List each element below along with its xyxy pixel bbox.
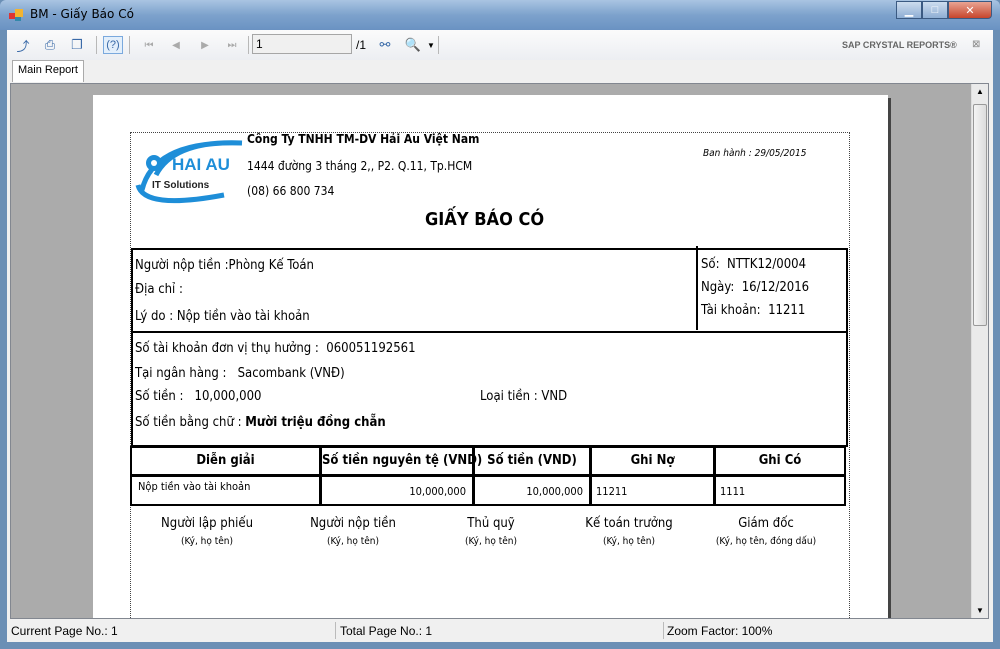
svg-text:IT Solutions: IT Solutions [152,180,210,191]
payer: Người nộp tiền :Phòng Kế Toán [135,258,314,273]
prev-page-icon[interactable]: ◀ [172,39,180,51]
app-icon [9,9,23,21]
total-page-status: Total Page No.: 1 [340,624,433,638]
document-title: GIẤY BÁO CÓ [425,209,545,230]
table-cell: Nộp tiền vào tài khoản [130,475,321,506]
maximize-button[interactable]: □ [922,1,948,19]
signature-note: (Ký, họ tên) [180,536,234,547]
beneficiary-account: Số tài khoản đơn vị thụ hưởng : 06005119… [135,341,416,356]
find-icon[interactable]: ⚯ [379,37,391,52]
page-total: /1 [356,38,367,52]
first-page-icon[interactable]: ⏮ [144,39,154,51]
signature-role: Thủ quỹ [467,516,515,531]
brand-label: SAP CRYSTAL REPORTS® [842,40,957,50]
company-name: Công Ty TNHH TM-DV Hải Au Việt Nam [247,132,480,146]
signature-note: (Ký, họ tên, đóng dấu) [715,536,817,547]
table-cell: 1111 [714,475,846,506]
title-bar: BM - Giấy Báo Có ▁ □ ✕ [0,0,1000,30]
signature-role: Người lập phiếu [161,516,253,531]
window-title: BM - Giấy Báo Có [30,7,134,21]
reason: Lý do : Nộp tiền vào tài khoản [135,309,310,324]
signature-role: Giám đốc [738,516,794,531]
help-button[interactable]: (?) [103,36,123,54]
company-logo: HAI AU IT Solutions [135,140,243,204]
company-address: 1444 đường 3 tháng 2,, P2. Q.11, Tp.HCM [247,159,473,173]
last-page-icon[interactable]: ⏭ [227,39,237,51]
table-cell: 11211 [590,475,715,506]
vertical-scrollbar[interactable]: ▲ ▼ [971,84,988,618]
address-label: Địa chỉ : [135,282,183,297]
amount-in-words: Số tiền bằng chữ : Mười triệu đồng chẵn [135,415,386,430]
table-header: Số tiền (VND) [473,446,591,476]
info-section [131,248,848,333]
table-header: Số tiền nguyên tệ (VND) [320,446,482,476]
report-body: HAI AU IT Solutions Công Ty TNHH TM-DV H… [130,132,850,618]
export-icon[interactable]: ⤴ [16,38,30,54]
table-cell: 10,000,000 [473,475,591,506]
tab-main-report[interactable]: Main Report [12,60,84,82]
svg-text:HAI AU: HAI AU [172,155,230,174]
copy-icon[interactable]: ❐ [71,37,83,52]
zoom-icon[interactable]: 🔍 [404,37,422,52]
signature-note: (Ký, họ tên) [464,536,518,547]
zoom-status: Zoom Factor: 100% [667,624,773,638]
signature-note: (Ký, họ tên) [602,536,656,547]
current-page-status: Current Page No.: 1 [11,624,118,638]
signature-block: Thủ quỹ (Ký, họ tên) [431,516,551,547]
table-cell: 10,000,000 [320,475,474,506]
currency: Loại tiền : VND [480,389,568,404]
bank: Tại ngân hàng : Sacombank (VNĐ) [135,366,345,381]
toolbar: ⤴ ⎙ ❐ (?) ⏮ ◀ ▶ ⏭ 1 /1 ⚯ 🔍 ▼ SAP CRYSTAL… [7,30,993,60]
report-page: HAI AU IT Solutions Công Ty TNHH TM-DV H… [93,95,888,618]
doc-account: Tài khoản: 11211 [701,303,806,318]
signature-note: (Ký, họ tên) [326,536,380,547]
page-number-input[interactable]: 1 [252,34,352,54]
table-header: Ghi Có [714,446,846,476]
signature-block: Người lập phiếu (Ký, họ tên) [147,516,267,547]
signature-block: Giám đốc (Ký, họ tên, đóng dấu) [706,516,826,547]
company-phone: (08) 66 800 734 [247,184,335,198]
issued-date: Ban hành : 29/05/2015 [703,148,807,159]
report-canvas: HAI AU IT Solutions Công Ty TNHH TM-DV H… [10,83,989,619]
signature-block: Người nộp tiền (Ký, họ tên) [293,516,413,547]
table-header: Diễn giải [130,446,321,476]
table-header: Ghi Nợ [590,446,715,476]
amount: Số tiền : 10,000,000 [135,389,262,404]
signature-role: Người nộp tiền [310,516,396,531]
scroll-thumb[interactable] [973,104,987,326]
report-viewer-window: ⤴ ⎙ ❐ (?) ⏮ ◀ ▶ ⏭ 1 /1 ⚯ 🔍 ▼ SAP CRYSTAL… [7,30,993,642]
next-page-icon[interactable]: ▶ [201,39,209,51]
print-icon[interactable]: ⎙ [44,37,56,52]
signature-block: Kế toán trưởng (Ký, họ tên) [569,516,689,547]
close-tab-icon[interactable]: ⊠ [972,39,981,50]
signature-role: Kế toán trưởng [585,516,673,531]
zoom-dropdown-icon[interactable]: ▼ [427,40,435,50]
doc-number: Số: NTTK12/0004 [701,257,807,272]
close-button[interactable]: ✕ [948,1,992,19]
doc-date: Ngày: 16/12/2016 [701,280,810,295]
minimize-button[interactable]: ▁ [896,1,922,19]
status-bar: Current Page No.: 1 Total Page No.: 1 Zo… [7,620,993,642]
